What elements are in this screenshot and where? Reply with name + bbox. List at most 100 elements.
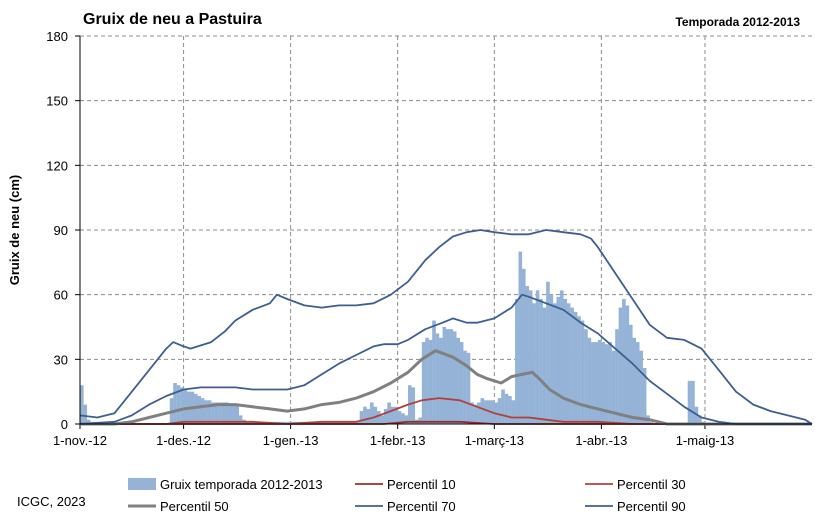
snow-depth-bar [228, 404, 233, 424]
snow-depth-bar [473, 404, 478, 424]
x-tick-label: 1-gen.-13 [263, 433, 319, 448]
snow-depth-bar [611, 350, 616, 424]
snow-depth-bar [618, 307, 623, 424]
snow-depth-bar [238, 415, 243, 424]
snow-depth-bar [629, 324, 633, 424]
snow-depth-bar [80, 385, 84, 424]
snow-depth-bar [504, 393, 509, 424]
snow-depth-bar [342, 421, 347, 424]
snow-depth-bar [553, 303, 557, 424]
snow-depth-bar [370, 402, 374, 424]
snow-depth-bar [404, 415, 409, 424]
snow-depth-bar [597, 339, 602, 424]
y-tick-label: 60 [54, 288, 68, 303]
line-percentil-50 [80, 349, 812, 426]
line-percentil-70 [79, 293, 812, 425]
snow-depth-bar [466, 352, 471, 424]
y-tick-labels: 0 30 60 90 120 150 180 [46, 29, 80, 432]
snow-depth-bar [200, 398, 205, 424]
snow-depth-bar [698, 415, 702, 424]
x-tick-label: 1-febr.-13 [370, 433, 426, 448]
axes [79, 36, 812, 425]
chart-title: Gruix de neu a Pastuira [83, 11, 262, 28]
snow-depth-bar [446, 329, 450, 424]
snow-depth-bar [573, 311, 578, 424]
legend-label: Gruix temporada 2012-2013 [160, 477, 323, 492]
snow-depth-bar [249, 421, 253, 424]
snow-depth-bar [356, 421, 360, 424]
legend-label: Percentil 90 [617, 499, 686, 514]
legend-label: Percentil 30 [617, 477, 686, 492]
snow-depth-bar [421, 342, 426, 424]
snow-depth-bar [559, 290, 564, 424]
snow-depth-bar [352, 421, 357, 424]
percentile-lines [79, 229, 813, 426]
footer-credit: ICGC, 2023 [17, 494, 86, 509]
snow-depth-bar [515, 298, 519, 424]
y-tick-label: 180 [46, 29, 68, 44]
snow-depth-bar [615, 329, 619, 424]
snow-depth-bar [387, 402, 391, 424]
snow-depth-bar [401, 413, 405, 424]
snow-depth-bar [501, 389, 505, 424]
y-axis-label: Gruix de neu (cm) [7, 175, 22, 286]
snow-depth-bar [373, 406, 378, 424]
snow-depth-bar [556, 296, 561, 424]
snow-depth-bar [521, 268, 526, 424]
snow-depth-bar [328, 421, 333, 424]
snow-depth-bar [477, 402, 481, 424]
snow-depth-bar [480, 398, 485, 424]
y-tick-label: 90 [54, 223, 68, 238]
y-tick-label: 150 [46, 94, 68, 109]
snow-depth-bar [483, 400, 488, 424]
x-tick-label: 1-març-13 [465, 433, 524, 448]
snow-depth-bar [86, 419, 91, 424]
snow-depth-bar [625, 305, 630, 424]
snow-depth-bar [535, 290, 540, 424]
snow-depth-bar [394, 406, 398, 424]
snow-depth-bar [338, 421, 343, 424]
snow-depth-bar [497, 398, 502, 424]
y-tick-label: 120 [46, 158, 68, 173]
snow-depth-bar [425, 337, 429, 424]
snow-depth-bar [349, 421, 353, 424]
snow-depth-bar [587, 337, 592, 424]
snow-depth-bar [577, 316, 581, 424]
snow-depth-bar [511, 400, 516, 424]
snow-depth-bar [463, 350, 467, 424]
legend-swatch-bar [128, 478, 156, 490]
snow-depth-bar [570, 307, 574, 424]
legend: Gruix temporada 2012-2013 Percentil 10 Per… [128, 477, 686, 514]
snow-depth-bar [456, 337, 460, 424]
snow-depth-bar [335, 421, 340, 424]
snow-depth-bar [635, 342, 640, 424]
snow-depth-bar [432, 320, 436, 424]
snow-depth-bar [332, 421, 336, 424]
snow-depth-bar [218, 402, 222, 424]
snow-depth-bar [435, 333, 440, 424]
snow-depth-bar [591, 342, 595, 424]
snow-depth-bar [428, 339, 433, 424]
snow-depth-bar [359, 411, 364, 424]
gridlines [80, 35, 812, 424]
snow-depth-bar [397, 411, 402, 424]
snow-depth-bar [566, 303, 571, 424]
legend-label: Percentil 10 [387, 477, 456, 492]
snow-depth-bar [584, 329, 588, 424]
snow-depth-bar [214, 402, 219, 424]
snow-depth-bar [283, 421, 288, 424]
x-tick-label: 1-nov.-12 [53, 433, 107, 448]
snow-depth-bar [642, 367, 647, 424]
y-tick-label: 30 [54, 352, 68, 367]
legend-label: Percentil 70 [387, 499, 456, 514]
snow-depth-bar [231, 404, 236, 424]
snow-depth-bar [204, 400, 208, 424]
snow-depth-bar [366, 408, 371, 424]
snow-depth-bar [383, 408, 388, 424]
snow-depth-bar [376, 411, 381, 424]
snow-depth-bar [594, 342, 599, 424]
snow-depth-bar [459, 342, 464, 424]
snow-depth-bar [380, 415, 384, 424]
